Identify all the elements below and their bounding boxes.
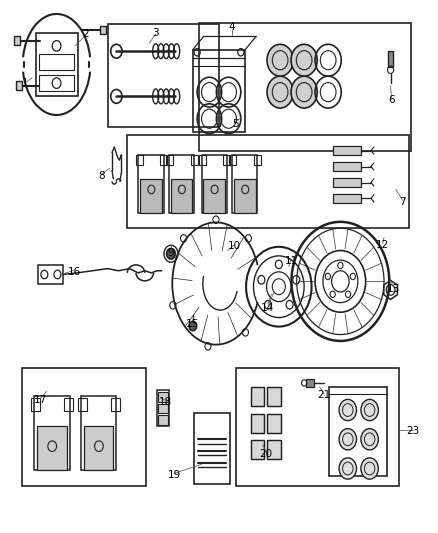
Bar bbox=[191, 155, 198, 165]
Bar bbox=[251, 440, 264, 459]
Circle shape bbox=[166, 248, 175, 259]
Bar bbox=[236, 368, 399, 486]
Circle shape bbox=[291, 76, 317, 108]
Circle shape bbox=[361, 429, 378, 450]
Bar bbox=[232, 155, 258, 213]
Bar bbox=[223, 155, 230, 165]
Bar bbox=[157, 390, 169, 426]
Text: 14: 14 bbox=[261, 303, 275, 313]
Bar bbox=[31, 398, 40, 411]
Text: 3: 3 bbox=[152, 28, 159, 38]
Bar bbox=[21, 368, 146, 486]
Text: 19: 19 bbox=[168, 470, 181, 480]
Circle shape bbox=[339, 429, 357, 450]
Text: 4: 4 bbox=[229, 22, 235, 33]
Bar bbox=[268, 440, 281, 459]
Bar bbox=[78, 398, 87, 411]
Circle shape bbox=[267, 44, 293, 76]
Bar bbox=[39, 54, 74, 70]
Bar bbox=[170, 179, 192, 213]
Bar bbox=[158, 403, 168, 413]
Bar bbox=[388, 51, 393, 67]
Text: 11: 11 bbox=[284, 256, 298, 266]
Text: 7: 7 bbox=[399, 197, 406, 207]
Bar bbox=[14, 36, 20, 45]
Bar bbox=[251, 387, 264, 406]
Bar bbox=[127, 135, 409, 228]
Circle shape bbox=[361, 399, 378, 421]
Bar bbox=[64, 398, 73, 411]
Text: 10: 10 bbox=[228, 241, 241, 251]
Bar bbox=[251, 414, 264, 433]
Bar bbox=[251, 387, 264, 406]
Bar bbox=[329, 387, 387, 477]
Bar bbox=[268, 414, 281, 433]
Bar bbox=[166, 155, 173, 165]
Bar bbox=[251, 414, 264, 433]
Bar bbox=[268, 387, 281, 406]
Text: 8: 8 bbox=[98, 171, 104, 181]
Bar bbox=[138, 155, 163, 213]
Text: 23: 23 bbox=[406, 426, 420, 437]
Circle shape bbox=[339, 399, 357, 421]
Bar bbox=[108, 23, 219, 127]
Text: 12: 12 bbox=[376, 240, 389, 250]
Bar bbox=[193, 50, 245, 132]
Text: 20: 20 bbox=[260, 449, 273, 458]
Circle shape bbox=[291, 44, 317, 76]
Bar bbox=[199, 155, 206, 165]
Circle shape bbox=[361, 458, 378, 479]
Bar bbox=[194, 413, 230, 484]
Bar bbox=[39, 75, 74, 91]
Bar bbox=[268, 387, 281, 406]
Bar bbox=[234, 179, 256, 213]
Bar bbox=[160, 155, 167, 165]
Bar bbox=[199, 23, 411, 151]
Bar bbox=[16, 82, 22, 90]
Bar bbox=[38, 265, 63, 284]
Bar bbox=[203, 179, 225, 213]
Bar bbox=[332, 177, 361, 187]
Bar bbox=[35, 33, 78, 96]
Bar bbox=[254, 155, 261, 165]
Bar bbox=[169, 155, 194, 213]
Text: 15: 15 bbox=[186, 319, 199, 329]
Bar bbox=[140, 179, 162, 213]
Bar bbox=[34, 396, 70, 470]
Text: 6: 6 bbox=[388, 94, 395, 104]
Text: 1: 1 bbox=[21, 78, 28, 88]
Bar bbox=[84, 426, 113, 470]
Text: 18: 18 bbox=[159, 397, 173, 407]
Text: 5: 5 bbox=[232, 119, 239, 129]
Bar bbox=[230, 155, 237, 165]
Text: 17: 17 bbox=[33, 395, 46, 406]
Text: 2: 2 bbox=[82, 29, 89, 39]
Bar bbox=[136, 155, 143, 165]
Text: 13: 13 bbox=[387, 284, 400, 294]
Bar bbox=[332, 193, 361, 203]
Bar bbox=[81, 396, 117, 470]
Bar bbox=[251, 440, 264, 459]
Text: 21: 21 bbox=[317, 390, 330, 400]
Bar bbox=[158, 415, 168, 425]
Circle shape bbox=[189, 321, 197, 331]
Bar bbox=[111, 398, 120, 411]
Circle shape bbox=[267, 76, 293, 108]
Bar bbox=[332, 162, 361, 171]
Bar bbox=[37, 426, 67, 470]
Bar bbox=[332, 146, 361, 156]
Bar bbox=[306, 379, 314, 386]
Bar bbox=[158, 392, 168, 401]
Text: 9: 9 bbox=[168, 248, 174, 257]
Bar bbox=[268, 414, 281, 433]
Bar bbox=[201, 155, 227, 213]
Circle shape bbox=[339, 458, 357, 479]
Text: 16: 16 bbox=[67, 267, 81, 277]
Bar bbox=[100, 26, 106, 34]
Bar bbox=[268, 440, 281, 459]
